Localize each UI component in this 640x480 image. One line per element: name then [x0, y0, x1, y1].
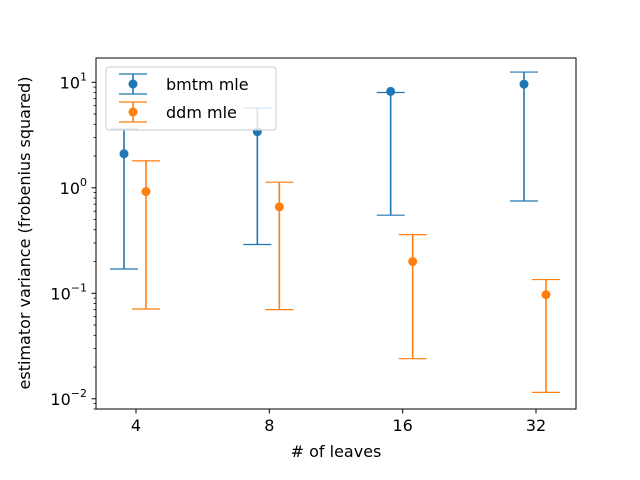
- data-point: [519, 79, 529, 89]
- legend-marker-icon: [128, 107, 138, 117]
- legend: bmtm mle ddm mle: [105, 66, 277, 131]
- series-1: [132, 160, 560, 393]
- data-point: [541, 290, 551, 300]
- legend-label: ddm mle: [166, 103, 237, 122]
- legend-entry: bmtm mle: [119, 73, 249, 95]
- y-tick-label: 10−2: [50, 387, 87, 409]
- data-point: [119, 149, 129, 159]
- legend-box: [105, 66, 277, 131]
- x-tick-label: 32: [526, 416, 546, 435]
- x-tick-label: 8: [264, 416, 274, 435]
- legend-label: bmtm mle: [166, 75, 249, 94]
- y-axis: 10−2 10−1 100 101: [50, 70, 96, 410]
- y-axis-label: estimator variance (frobenius squared): [15, 77, 34, 390]
- data-point: [274, 202, 284, 212]
- x-axis: 4 8 16 32: [131, 409, 546, 435]
- x-axis-label: # of leaves: [291, 442, 382, 461]
- x-tick-label: 16: [392, 416, 412, 435]
- y-tick-label: 100: [60, 176, 87, 198]
- legend-marker-icon: [128, 79, 138, 89]
- y-tick-label: 101: [60, 70, 87, 92]
- data-point: [141, 187, 151, 197]
- legend-entry: ddm mle: [119, 101, 237, 123]
- axes-frame: [95, 57, 577, 410]
- data-point: [386, 86, 396, 96]
- x-tick-label: 4: [131, 416, 141, 435]
- data-point: [408, 257, 418, 267]
- y-tick-label: 10−1: [50, 281, 87, 303]
